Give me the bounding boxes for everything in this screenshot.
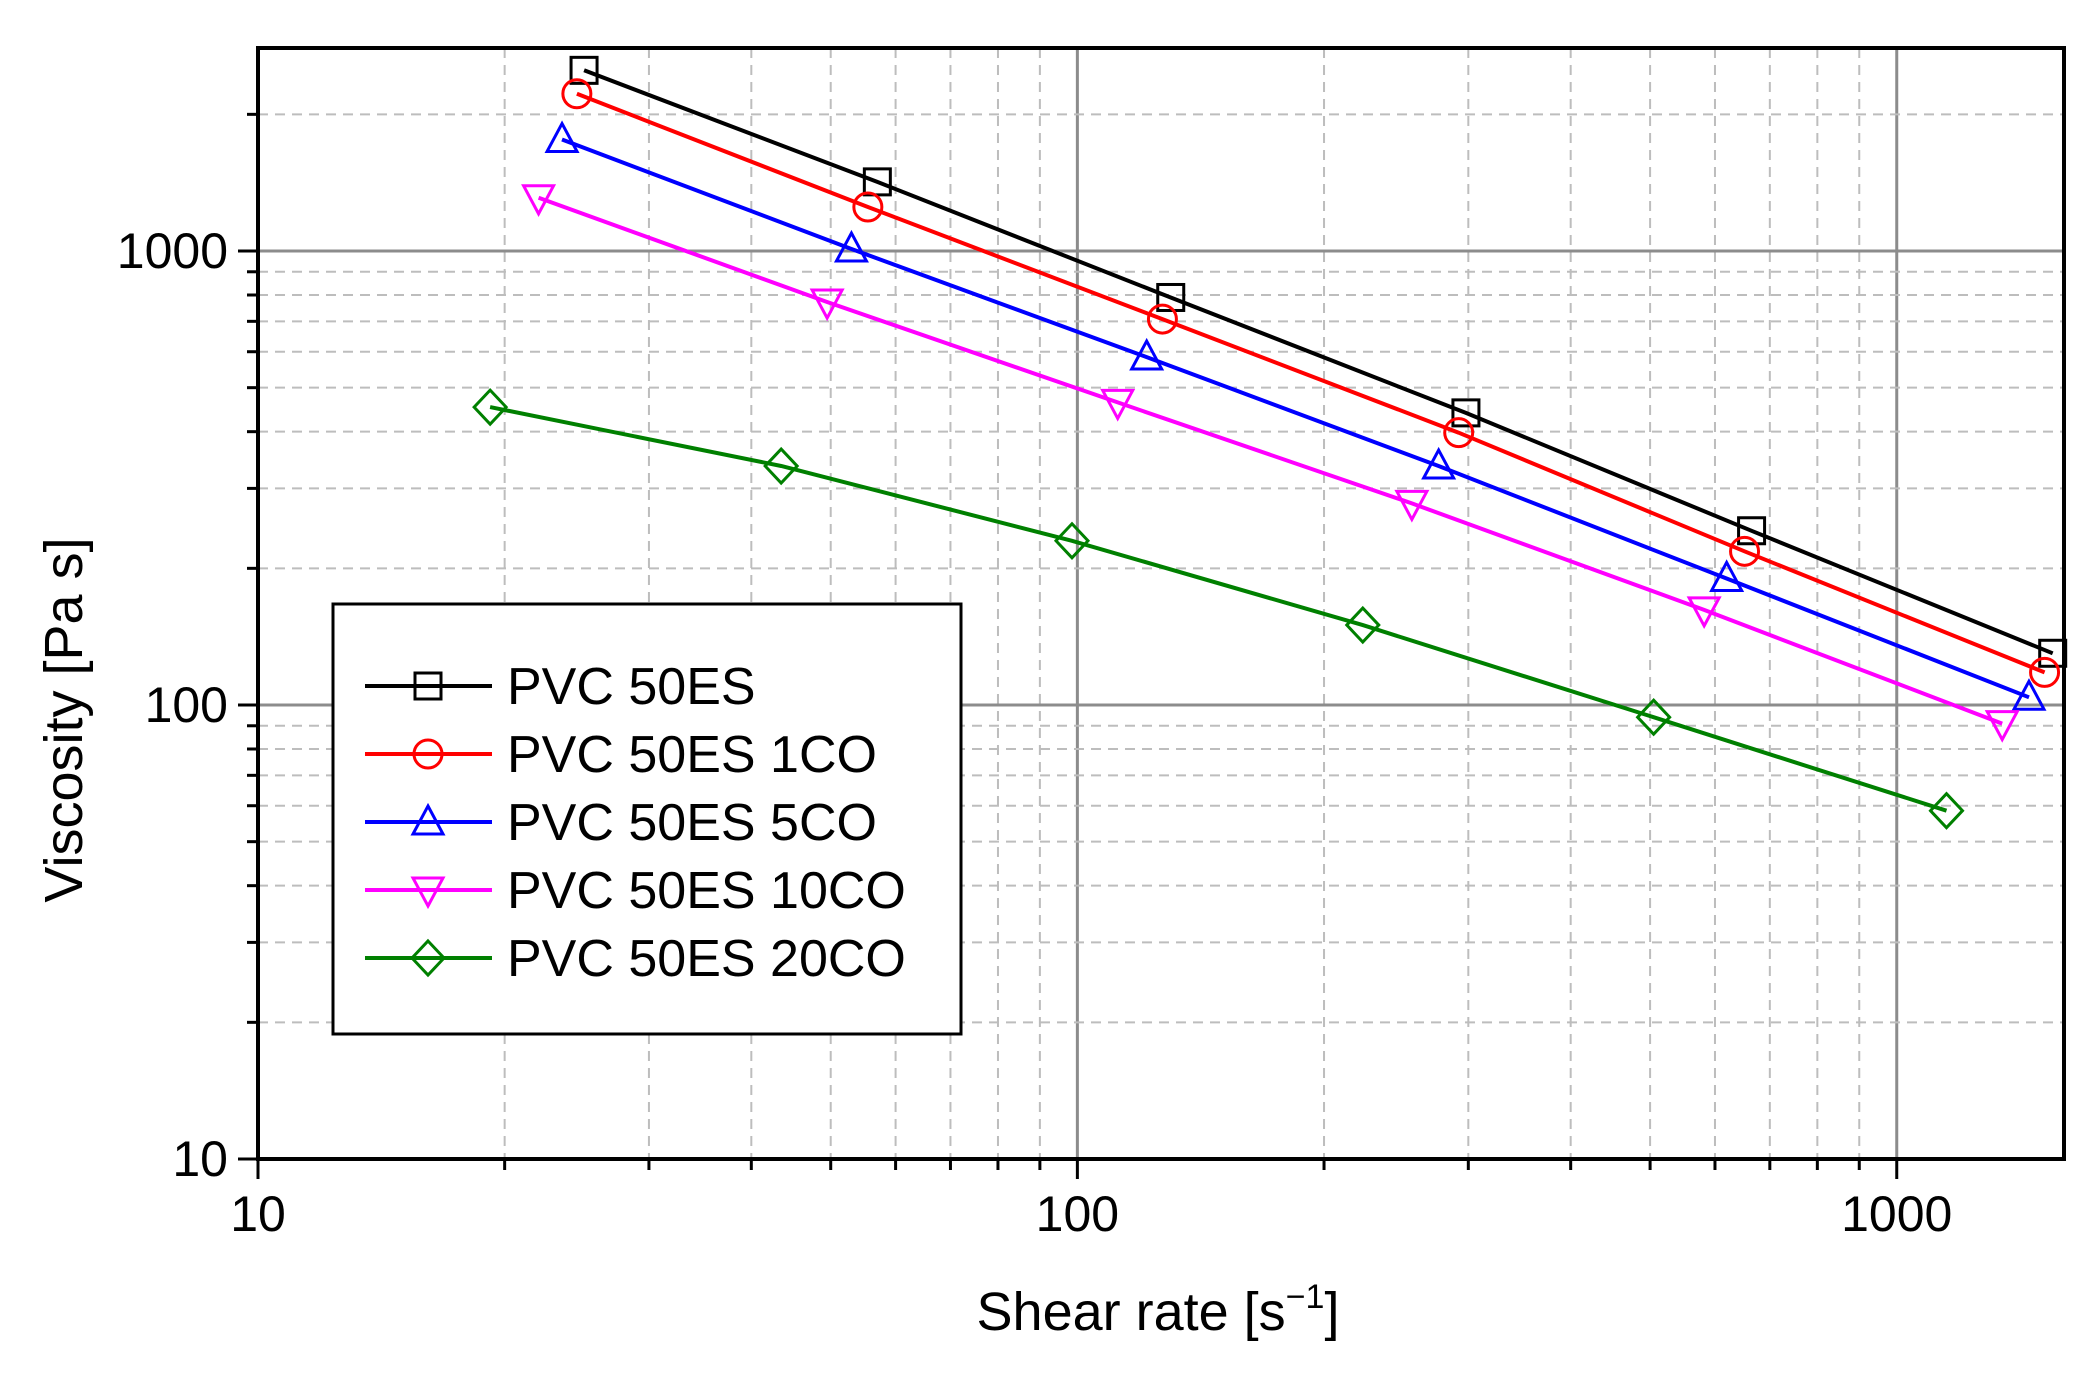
- legend-item: PVC 50ES 1CO: [365, 726, 877, 784]
- series-group: [472, 387, 1965, 830]
- x-axis-title-main: Shear rate [s: [977, 1282, 1286, 1342]
- plot-frame: [256, 46, 2066, 1161]
- series-line: [561, 137, 2030, 700]
- data-point-triangle-down: [1686, 596, 1722, 630]
- data-point-circle: [412, 738, 444, 770]
- data-point-triangle-down: [410, 876, 446, 910]
- x-axis-title-superscript: −1: [1286, 1278, 1325, 1316]
- series-group: [569, 55, 2068, 668]
- data-point-triangle-down: [1984, 710, 2020, 743]
- data-point-triangle-down: [521, 184, 557, 217]
- legend-label: PVC 50ES 20CO: [507, 930, 906, 988]
- data-point-square: [1737, 516, 1767, 546]
- data-point-square: [413, 671, 443, 701]
- legend-item: PVC 50ES: [365, 658, 756, 716]
- data-point-triangle-up: [410, 802, 446, 836]
- data-point-triangle-up: [544, 120, 580, 154]
- legend: PVC 50ES PVC 50ES 1CO PVC 50ES 5CO PVC 50ES…: [331, 602, 963, 1036]
- data-point-triangle-up: [1421, 446, 1457, 480]
- data-point-triangle-down: [1394, 489, 1430, 523]
- legend-item: PVC 50ES 5CO: [365, 794, 877, 852]
- data-point-diamond: [1344, 605, 1381, 645]
- series-line: [576, 91, 2046, 675]
- data-point-diamond: [1053, 521, 1091, 560]
- data-point-diamond: [763, 446, 800, 486]
- data-point-diamond: [1635, 698, 1672, 737]
- data-point-triangle-up: [2011, 678, 2047, 711]
- legend-item: PVC 50ES 10CO: [365, 862, 906, 920]
- legend-label: PVC 50ES 10CO: [507, 862, 906, 920]
- data-point-diamond: [1928, 791, 1965, 830]
- data-point-circle: [852, 191, 884, 223]
- y-tick-label: 100: [145, 677, 228, 733]
- legend-label: PVC 50ES 1CO: [507, 726, 877, 784]
- data-point-diamond: [472, 387, 509, 427]
- data-point-circle: [1729, 535, 1761, 567]
- x-tick-label: 100: [1036, 1186, 1119, 1242]
- data-point-circle: [2029, 656, 2061, 688]
- axis-ticks: [238, 112, 1899, 1179]
- data-point-triangle-down: [809, 288, 845, 322]
- y-tick-label: 10: [172, 1131, 228, 1187]
- data-point-triangle-down: [1100, 388, 1136, 422]
- data-point-triangle-up: [1709, 559, 1745, 592]
- y-axis-title: Viscosity [Pa s]: [34, 537, 94, 902]
- series: [472, 55, 2068, 830]
- x-tick-label: 1000: [1841, 1186, 1952, 1242]
- series-line: [583, 68, 2054, 656]
- data-point-square: [1156, 282, 1186, 312]
- legend-label: PVC 50ES 5CO: [507, 794, 877, 852]
- legend-label: PVC 50ES: [507, 658, 756, 716]
- series-group: [561, 78, 2061, 688]
- y-tick-label: 1000: [117, 223, 228, 279]
- data-point-square: [1451, 398, 1481, 428]
- data-point-circle: [1443, 417, 1475, 449]
- data-point-circle: [1146, 303, 1178, 335]
- series-group: [521, 184, 2020, 743]
- data-point-diamond: [409, 938, 447, 978]
- axis-tick-labels: 10 100 1000 10 100 1000: [117, 223, 1953, 1242]
- x-axis-title-end: ]: [1324, 1282, 1339, 1342]
- data-point-triangle-up: [1129, 337, 1165, 371]
- x-tick-label: 10: [230, 1186, 286, 1242]
- series-group: [544, 120, 2047, 711]
- series-line: [489, 405, 1948, 813]
- data-point-square: [2038, 638, 2068, 668]
- data-point-circle: [561, 78, 593, 110]
- series-line: [537, 195, 2003, 726]
- data-point-triangle-up: [833, 229, 869, 263]
- legend-box: [331, 602, 963, 1036]
- x-axis-title: Shear rate [s−1]: [977, 1278, 1340, 1342]
- legend-item: PVC 50ES 20CO: [365, 930, 906, 988]
